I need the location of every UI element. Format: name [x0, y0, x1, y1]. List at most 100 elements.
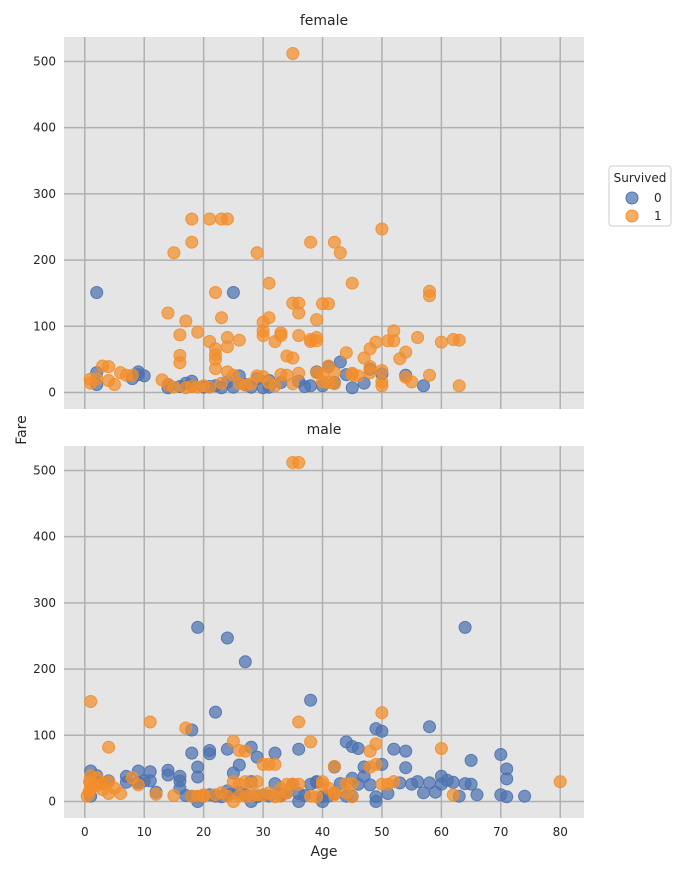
data-point: [143, 715, 157, 729]
data-point: [185, 212, 199, 226]
data-point: [327, 759, 341, 773]
data-point: [369, 757, 383, 771]
data-point: [411, 331, 425, 344]
data-point: [327, 377, 341, 391]
data-point: [215, 376, 228, 390]
data-point: [262, 311, 276, 325]
data-point: [375, 222, 389, 236]
data-point: [310, 790, 324, 804]
data-point: [102, 360, 116, 374]
data-point: [232, 333, 246, 347]
data-point: [345, 276, 359, 290]
data-point: [322, 297, 335, 311]
x-tick-label: 50: [374, 825, 389, 839]
data-point: [518, 789, 532, 803]
data-point: [423, 720, 436, 734]
panel-title-female: female: [300, 13, 348, 29]
data-point: [304, 693, 318, 707]
data-point: [203, 212, 217, 226]
data-point: [167, 789, 181, 802]
data-point: [274, 326, 288, 340]
panel-male: 0 100 200 300 400 500 0 10 20 30 40 50 60 70 80 male: [33, 422, 584, 839]
data-point: [345, 381, 359, 395]
data-point: [131, 778, 145, 792]
data-point: [333, 246, 347, 260]
y-tick-label: 200: [33, 253, 56, 267]
y-tick-label: 300: [33, 596, 56, 610]
data-point: [494, 748, 508, 761]
data-point: [220, 212, 234, 226]
data-point: [423, 289, 436, 303]
y-tick-label: 100: [33, 728, 56, 742]
data-point: [387, 334, 401, 348]
data-point: [452, 379, 466, 393]
data-point: [185, 746, 199, 760]
data-point: [423, 368, 436, 382]
data-point: [209, 705, 222, 719]
data-point: [310, 366, 324, 380]
y-tick-label: 0: [48, 385, 56, 399]
data-point: [238, 744, 252, 758]
x-tick-label: 30: [255, 825, 270, 839]
data-point: [399, 761, 413, 775]
x-tick-label: 80: [553, 825, 568, 839]
data-point: [304, 379, 318, 393]
data-point: [375, 375, 389, 389]
x-tick-label: 20: [196, 825, 211, 839]
data-point: [369, 795, 383, 808]
data-point: [399, 345, 413, 359]
y-tick-label: 400: [33, 121, 56, 135]
data-point: [137, 369, 151, 383]
data-point: [185, 235, 199, 249]
y-tick-label: 400: [33, 530, 56, 544]
data-point: [345, 366, 359, 380]
data-point: [310, 313, 324, 327]
data-point: [143, 774, 157, 788]
data-point: [286, 47, 300, 60]
legend-label-1: 1: [654, 209, 662, 223]
data-point: [286, 377, 300, 391]
data-point: [333, 355, 347, 369]
data-point: [161, 763, 175, 777]
data-point: [114, 787, 127, 800]
data-point: [149, 787, 163, 801]
y-tick-label: 100: [33, 319, 56, 333]
data-point: [399, 744, 413, 758]
data-point: [292, 742, 306, 756]
data-point: [351, 742, 365, 755]
data-point: [500, 772, 514, 786]
data-point: [90, 286, 104, 299]
y-axis-label: Fare: [14, 415, 30, 444]
data-point: [274, 781, 288, 795]
data-point: [553, 775, 567, 789]
data-point: [226, 286, 240, 299]
data-point: [464, 753, 478, 767]
panel-title-male: male: [307, 422, 342, 438]
data-point: [292, 456, 306, 469]
x-tick-label: 60: [434, 825, 449, 839]
data-point: [220, 631, 234, 645]
data-point: [90, 372, 104, 386]
legend-title: Survived: [614, 171, 667, 185]
legend: Survived 0 1: [608, 165, 672, 227]
data-point: [470, 788, 484, 802]
data-point: [203, 747, 217, 761]
data-point: [173, 328, 187, 342]
data-point: [268, 746, 282, 760]
data-point: [292, 366, 306, 380]
data-point: [458, 620, 472, 634]
plot-area-male: [64, 446, 584, 818]
data-point: [209, 286, 222, 299]
data-point: [500, 790, 514, 804]
data-point: [191, 620, 205, 634]
data-point: [256, 329, 270, 342]
x-tick-label: 10: [137, 825, 152, 839]
data-point: [345, 790, 359, 804]
data-point: [220, 340, 234, 354]
data-point: [363, 744, 377, 758]
data-point: [268, 757, 282, 771]
data-point: [191, 770, 205, 784]
data-point: [327, 366, 341, 380]
data-point: [292, 329, 306, 342]
